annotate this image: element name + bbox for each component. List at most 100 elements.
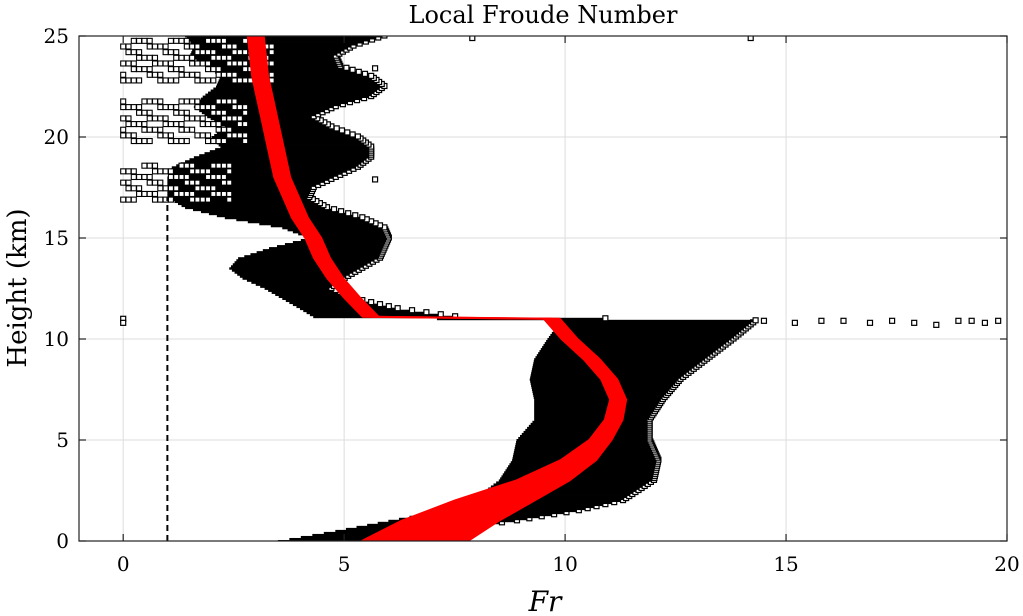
scatter-row bbox=[215, 85, 384, 88]
outlier-point bbox=[911, 319, 918, 326]
low-fr-marker bbox=[130, 104, 137, 111]
scatter-row bbox=[554, 327, 746, 331]
low-fr-marker bbox=[183, 71, 190, 78]
low-fr-marker bbox=[236, 77, 243, 84]
low-fr-marker bbox=[210, 137, 217, 145]
scatter-row bbox=[532, 392, 668, 395]
outlier-point bbox=[840, 317, 847, 324]
low-fr-marker bbox=[151, 43, 159, 50]
low-fr-marker bbox=[199, 185, 206, 192]
low-fr-marker bbox=[157, 115, 164, 122]
low-fr-marker bbox=[178, 162, 185, 169]
low-fr-marker bbox=[146, 66, 153, 73]
low-fr-marker bbox=[146, 179, 153, 186]
low-fr-marker bbox=[210, 185, 217, 192]
edge-marker bbox=[338, 208, 345, 215]
scatter-row bbox=[199, 99, 357, 103]
low-fr-marker bbox=[141, 126, 148, 133]
scatter-row bbox=[229, 267, 362, 270]
x-tick-label: 15 bbox=[773, 552, 798, 576]
low-fr-marker bbox=[120, 60, 127, 67]
low-fr-marker bbox=[178, 190, 185, 198]
low-fr-marker bbox=[183, 54, 190, 61]
scatter-row bbox=[176, 164, 361, 167]
scatter-row bbox=[246, 279, 342, 282]
edge-marker bbox=[343, 64, 350, 71]
low-fr-marker bbox=[157, 43, 164, 50]
mean-profile-band bbox=[246, 36, 628, 541]
scatter-row bbox=[531, 384, 675, 387]
low-fr-marker bbox=[226, 115, 233, 122]
scatter-row bbox=[200, 210, 341, 214]
low-fr-marker bbox=[210, 77, 217, 84]
low-fr-marker bbox=[125, 43, 132, 50]
low-fr-marker bbox=[194, 71, 201, 78]
plot-area bbox=[120, 36, 1002, 541]
scatter-row bbox=[490, 485, 645, 488]
scatter-row bbox=[553, 329, 743, 333]
low-fr-marker bbox=[146, 43, 153, 50]
low-fr-marker bbox=[162, 77, 169, 84]
low-fr-marker bbox=[215, 126, 222, 133]
low-fr-marker bbox=[120, 43, 127, 50]
low-fr-marker bbox=[120, 126, 127, 133]
low-fr-marker bbox=[242, 121, 249, 128]
low-fr-marker bbox=[204, 196, 212, 203]
low-fr-marker bbox=[157, 98, 164, 105]
low-fr-marker bbox=[226, 126, 233, 133]
low-fr-marker bbox=[204, 168, 212, 175]
y-tick-label: 25 bbox=[44, 24, 69, 48]
low-fr-marker bbox=[173, 49, 180, 56]
scatter-row bbox=[204, 152, 371, 155]
low-fr-marker bbox=[136, 137, 143, 145]
edge-marker bbox=[355, 68, 362, 75]
low-fr-marker bbox=[199, 168, 206, 175]
scatter-row bbox=[523, 430, 650, 434]
scatter-row bbox=[237, 273, 352, 276]
low-fr-marker bbox=[189, 43, 196, 50]
low-fr-marker bbox=[157, 132, 164, 139]
low-fr-marker bbox=[210, 54, 217, 61]
scatter-row bbox=[242, 277, 345, 280]
scatter-row bbox=[547, 337, 734, 341]
scatter-row bbox=[532, 364, 699, 367]
low-fr-marker bbox=[141, 137, 148, 145]
scatter-row bbox=[296, 305, 389, 309]
scatter-row bbox=[533, 394, 666, 397]
scatter-row bbox=[493, 483, 648, 486]
scatter-row bbox=[251, 281, 339, 284]
low-fr-marker bbox=[173, 190, 180, 198]
scatter-row bbox=[168, 174, 340, 177]
scatter-row bbox=[516, 441, 650, 444]
scatter-row bbox=[278, 295, 349, 298]
scatter-row bbox=[282, 297, 353, 301]
low-fr-marker bbox=[162, 132, 169, 139]
low-fr-marker bbox=[194, 168, 201, 175]
scatter-row bbox=[268, 289, 336, 292]
scatter-row bbox=[534, 398, 663, 402]
low-fr-marker bbox=[146, 98, 153, 105]
scatter-row bbox=[282, 226, 384, 230]
low-fr-marker bbox=[215, 137, 222, 145]
scatter-row bbox=[276, 245, 385, 248]
low-fr-marker bbox=[268, 71, 275, 78]
scatter-row bbox=[185, 36, 384, 38]
outlier-point bbox=[760, 317, 768, 324]
scatter-row bbox=[239, 275, 348, 278]
low-fr-marker bbox=[136, 49, 143, 56]
scatter-row bbox=[212, 69, 353, 72]
scatter-envelope bbox=[167, 36, 759, 541]
low-fr-marker bbox=[231, 71, 238, 78]
scatter-row bbox=[234, 261, 373, 264]
low-fr-marker bbox=[178, 37, 185, 44]
low-fr-marker bbox=[157, 196, 164, 203]
low-fr-marker bbox=[220, 54, 227, 61]
scatter-row bbox=[193, 208, 334, 212]
low-fr-marker bbox=[220, 43, 227, 50]
scatter-row bbox=[292, 241, 387, 244]
low-fr-marker bbox=[125, 185, 132, 192]
low-fr-marker bbox=[130, 168, 137, 175]
edge-marker bbox=[423, 309, 430, 316]
scatter-row bbox=[215, 148, 371, 151]
outlier-point bbox=[995, 317, 1002, 324]
